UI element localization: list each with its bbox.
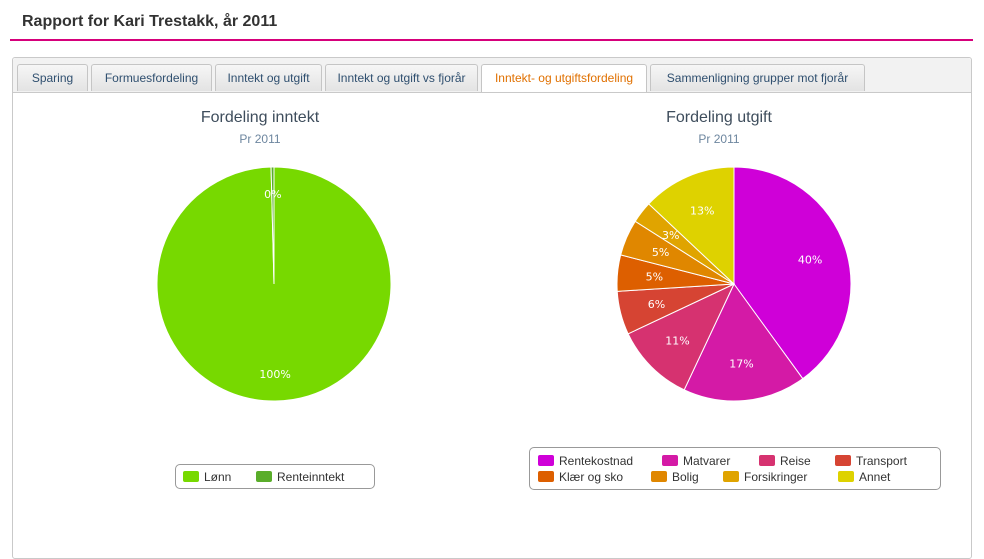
- legend-item-bolig[interactable]: Bolig: [651, 470, 699, 484]
- legend-item-renteinntekt[interactable]: Renteinntekt: [256, 470, 344, 484]
- legend-item-reise[interactable]: Reise: [759, 454, 811, 468]
- tab-inntekt-og-utgiftsfordeling[interactable]: Inntekt- og utgiftsfordeling: [481, 64, 647, 92]
- legend-item-matvarer[interactable]: Matvarer: [662, 454, 730, 468]
- tab-sparing[interactable]: Sparing: [17, 64, 88, 91]
- pie-slice-renteinntekt[interactable]: [270, 166, 275, 285]
- expense-chart-subtitle: Pr 2011: [698, 132, 740, 146]
- tab-inntekt-og-utgift-vs-fjoraar[interactable]: Inntekt og utgift vs fjorår: [325, 64, 478, 91]
- legend-label-bolig: Bolig: [672, 470, 699, 484]
- legend-swatch-klaer-og-sko: [538, 471, 554, 482]
- legend-item-klaer-og-sko[interactable]: Klær og sko: [538, 470, 623, 484]
- legend-swatch-rentekostnad: [538, 455, 554, 466]
- legend-label-lonn: Lønn: [204, 470, 232, 484]
- legend-swatch-annet: [838, 471, 854, 482]
- legend-item-forsikringer[interactable]: Forsikringer: [723, 470, 807, 484]
- pie-data-label-transport: 6%: [648, 298, 665, 311]
- legend-swatch-matvarer: [662, 455, 678, 466]
- pie-data-label-bolig: 5%: [652, 246, 669, 259]
- legend-swatch-forsikringer: [723, 471, 739, 482]
- pie-data-label-matvarer: 17%: [729, 358, 753, 371]
- legend-label-reise: Reise: [780, 454, 811, 468]
- income-legend: Lønn Renteinntekt: [175, 464, 375, 489]
- legend-item-annet[interactable]: Annet: [838, 470, 890, 484]
- page-header: Rapport for Kari Trestakk, år 2011: [10, 0, 973, 41]
- pie-data-label-renteinntekt: 0%: [264, 188, 281, 201]
- pie-data-label-klaer-og-sko: 5%: [646, 270, 663, 283]
- pie-slice-rentekostnad[interactable]: [733, 166, 852, 380]
- pie-data-label-annet: 13%: [690, 205, 714, 218]
- legend-swatch-bolig: [651, 471, 667, 482]
- legend-label-annet: Annet: [859, 470, 891, 484]
- legend-label-transport: Transport: [856, 454, 907, 468]
- pie-data-label-lonn: 100%: [259, 368, 290, 381]
- tab-sammenligning-grupper-mot-fjoraar[interactable]: Sammenligning grupper mot fjorår: [650, 64, 865, 91]
- tab-bar: Sparing Formuesfordeling Inntekt og utgi…: [13, 58, 971, 93]
- page-title: Rapport for Kari Trestakk, år 2011: [22, 13, 278, 30]
- pie-data-label-reise: 11%: [665, 335, 689, 348]
- legend-label-forsikringer: Forsikringer: [744, 470, 808, 484]
- legend-label-matvarer: Matvarer: [683, 454, 731, 468]
- legend-swatch-lonn: [183, 471, 199, 482]
- tab-inntekt-og-utgift[interactable]: Inntekt og utgift: [215, 64, 322, 91]
- expense-chart-title: Fordeling utgift: [666, 109, 772, 126]
- legend-swatch-reise: [759, 455, 775, 466]
- legend-label-renteinntekt: Renteinntekt: [277, 470, 345, 484]
- pie-slice-annet[interactable]: [648, 166, 735, 286]
- income-chart-subtitle: Pr 2011: [239, 132, 281, 146]
- income-chart-title: Fordeling inntekt: [200, 109, 320, 126]
- pie-data-label-forsikringer: 3%: [662, 229, 679, 242]
- legend-swatch-transport: [835, 455, 851, 466]
- pie-slice-reise[interactable]: [627, 282, 736, 391]
- legend-item-rentekostnad[interactable]: Rentekostnad: [538, 454, 633, 468]
- expense-legend: Rentekostnad Matvarer Reise Transport Kl…: [529, 447, 941, 490]
- legend-label-klaer-og-sko: Klær og sko: [559, 470, 624, 484]
- legend-label-rentekostnad: Rentekostnad: [559, 454, 634, 468]
- tab-formuesfordeling[interactable]: Formuesfordeling: [91, 64, 212, 91]
- pie-slice-matvarer[interactable]: [683, 283, 804, 402]
- legend-item-transport[interactable]: Transport: [835, 454, 907, 468]
- legend-item-lonn[interactable]: Lønn: [183, 470, 231, 484]
- pie-data-label-rentekostnad: 40%: [798, 253, 822, 266]
- legend-swatch-renteinntekt: [256, 471, 272, 482]
